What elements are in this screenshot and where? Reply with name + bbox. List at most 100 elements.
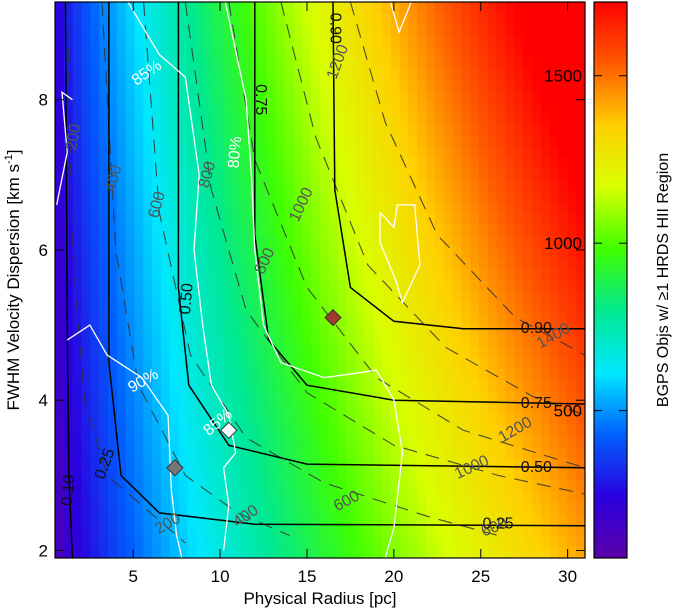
heat-cell [275,335,286,348]
heat-cell [143,457,153,470]
heat-cell [390,302,401,315]
heat-cell [487,68,498,81]
heat-cell [523,79,533,92]
heat-cell [240,502,251,515]
contour-label: 0.90 [521,320,552,337]
heat-cell [55,46,65,59]
heat-cell [214,268,224,281]
heat-cell [275,491,286,504]
heat-cell [81,68,92,81]
heat-cell [390,68,401,81]
heat-cell [231,35,242,48]
heat-cell [55,502,65,515]
heat-cell [426,535,436,548]
heat-cell [417,446,427,459]
heat-cell [461,413,471,426]
heat-cell [487,113,498,126]
heat-cell [532,146,542,159]
heat-cell [169,168,180,181]
heat-cell [461,191,471,203]
heat-cell [434,280,445,292]
heat-cell [452,124,463,137]
heat-cell [417,35,427,48]
heat-cell [558,380,569,392]
heat-cell [567,13,577,25]
heat-cell [143,469,153,481]
heat-cell [443,391,454,404]
percent-contour-segment-3 [56,90,73,206]
heat-cell [346,246,357,259]
heat-cell [320,113,330,126]
heat-cell [461,368,471,381]
heat-cell [461,491,471,504]
heat-cell [390,268,401,281]
heat-cell [558,102,569,114]
heat-cell [426,435,436,448]
heat-cell [337,446,348,459]
heat-cell [240,257,251,270]
heat-cell [408,402,418,415]
heat-cell [205,313,215,326]
heat-cell [169,46,180,59]
heat-cell [222,124,233,137]
heat-cell [479,380,489,392]
heat-cell [443,457,454,470]
heat-cell [81,302,92,315]
heat-cell [514,402,524,415]
heat-cell [479,79,489,92]
heat-cell [161,457,171,470]
heat-cell [558,246,569,259]
heat-cell [346,46,357,59]
heat-cell [249,335,259,348]
heat-cell [275,113,286,126]
heat-cell [169,380,180,392]
heat-cell [161,68,171,81]
heat-cell [152,446,162,459]
heat-cell [169,135,180,148]
heat-cell [205,79,215,92]
heat-cell [364,413,374,426]
heat-cell [346,402,357,415]
heat-cell [169,213,180,226]
heat-cell [532,469,542,481]
heat-cell [134,102,145,114]
heat-cell [549,135,560,148]
heat-cell [479,46,489,59]
heat-cell [355,424,365,437]
heat-cell [408,146,418,159]
heat-cell [302,391,312,404]
heat-cell [222,168,233,181]
heat-cell [284,457,295,470]
diamond-marker-gray [166,459,184,477]
heat-cell [443,291,454,303]
heat-cell [125,546,136,558]
heat-cell [55,13,65,25]
heat-cell [558,135,569,148]
heat-cell [125,268,136,281]
heat-cell [275,57,286,70]
heat-cell [540,168,551,181]
heat-cell [532,280,542,292]
heat-cell [240,13,251,25]
heat-cell [355,302,365,315]
heat-cell [381,413,392,426]
heat-cell [558,224,569,237]
heat-cell [505,191,516,203]
heat-cell [505,35,516,48]
heat-cell [399,68,410,81]
heat-cell [187,202,198,214]
heat-cell [302,90,312,103]
heat-cell [532,546,542,558]
heat-cell [275,213,286,226]
heat-cell [99,324,109,337]
heat-cell [240,268,251,281]
heat-cell [90,46,100,59]
heat-cell [505,135,516,148]
heat-cell [72,335,83,348]
heat-cell [72,280,83,292]
heat-cell [240,57,251,70]
heat-cell [505,146,516,159]
heat-cell [346,524,357,537]
heat-cell [523,280,533,292]
heat-cell [426,224,436,237]
